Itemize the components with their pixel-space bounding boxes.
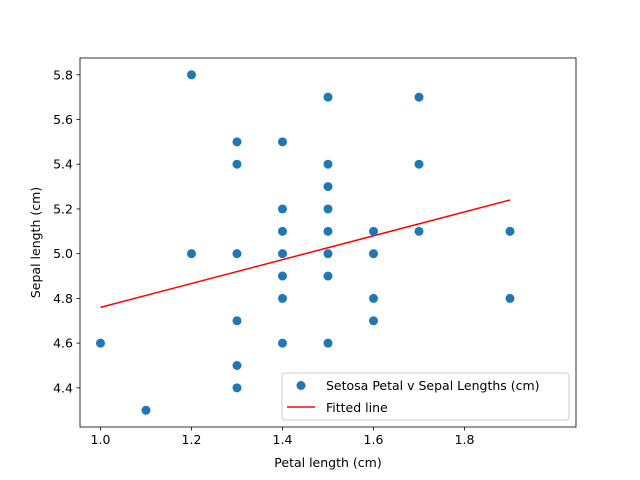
scatter-point <box>323 159 333 169</box>
scatter-point <box>323 338 333 348</box>
scatter-point <box>414 159 424 169</box>
scatter-point <box>323 204 333 214</box>
x-tick-label: 1.6 <box>364 432 384 447</box>
scatter-point <box>369 293 379 303</box>
scatter-point <box>277 293 287 303</box>
legend-label-scatter: Setosa Petal v Sepal Lengths (cm) <box>326 378 540 393</box>
scatter-point <box>414 226 424 236</box>
legend-marker-scatter <box>296 381 306 390</box>
x-axis: 1.0 1.2 1.4 1.6 1.8 <box>91 427 475 447</box>
scatter-point <box>186 249 196 259</box>
y-tick-label: 4.6 <box>53 336 73 351</box>
scatter-point <box>277 338 287 348</box>
scatter-point <box>277 271 287 281</box>
plot-area <box>95 70 515 415</box>
legend-label-line: Fitted line <box>326 400 388 415</box>
scatter-point <box>505 226 515 236</box>
scatter-point <box>232 383 242 393</box>
y-tick-label: 5.4 <box>53 157 73 172</box>
scatter-point <box>505 293 515 303</box>
scatter-point <box>141 405 151 415</box>
y-tick-label: 5.0 <box>53 246 73 261</box>
y-tick-label: 4.8 <box>53 291 73 306</box>
axes-frame <box>79 57 577 428</box>
scatter-point <box>232 249 242 259</box>
x-tick-label: 1.4 <box>273 432 293 447</box>
scatter-point <box>232 159 242 169</box>
scatter-point <box>277 249 287 259</box>
scatter-point <box>414 92 424 102</box>
scatter-point <box>232 316 242 326</box>
y-tick-label: 5.6 <box>53 112 73 127</box>
scatter-point <box>277 204 287 214</box>
x-axis-label: Petal length (cm) <box>274 455 381 470</box>
scatter-point <box>369 226 379 236</box>
y-tick-label: 5.2 <box>53 201 73 216</box>
scatter-point <box>323 182 333 192</box>
y-axis-label: Sepal length (cm) <box>28 187 43 298</box>
scatter-point <box>95 338 105 348</box>
scatter-point <box>232 361 242 370</box>
x-tick-label: 1.0 <box>91 432 111 447</box>
scatter-point <box>323 226 333 236</box>
scatter-point <box>323 92 333 102</box>
scatter-point <box>369 249 379 259</box>
y-tick-label: 5.8 <box>53 67 73 82</box>
x-tick-label: 1.8 <box>455 432 475 447</box>
scatter-point <box>232 137 242 147</box>
scatter-point <box>323 271 333 281</box>
scatter-point <box>369 316 379 326</box>
scatter-point <box>186 70 196 80</box>
scatter-point <box>277 137 287 147</box>
legend: Setosa Petal v Sepal Lengths (cm) Fitted… <box>281 372 570 421</box>
legend-box <box>281 372 570 421</box>
x-tick-label: 1.2 <box>182 432 202 447</box>
scatter-point <box>323 249 333 259</box>
y-axis: 4.4 4.6 4.8 5.0 5.2 5.4 5.6 5.8 <box>53 67 80 395</box>
y-tick-label: 4.4 <box>53 380 73 395</box>
scatter-point <box>277 226 287 236</box>
fitted-line <box>100 199 511 309</box>
